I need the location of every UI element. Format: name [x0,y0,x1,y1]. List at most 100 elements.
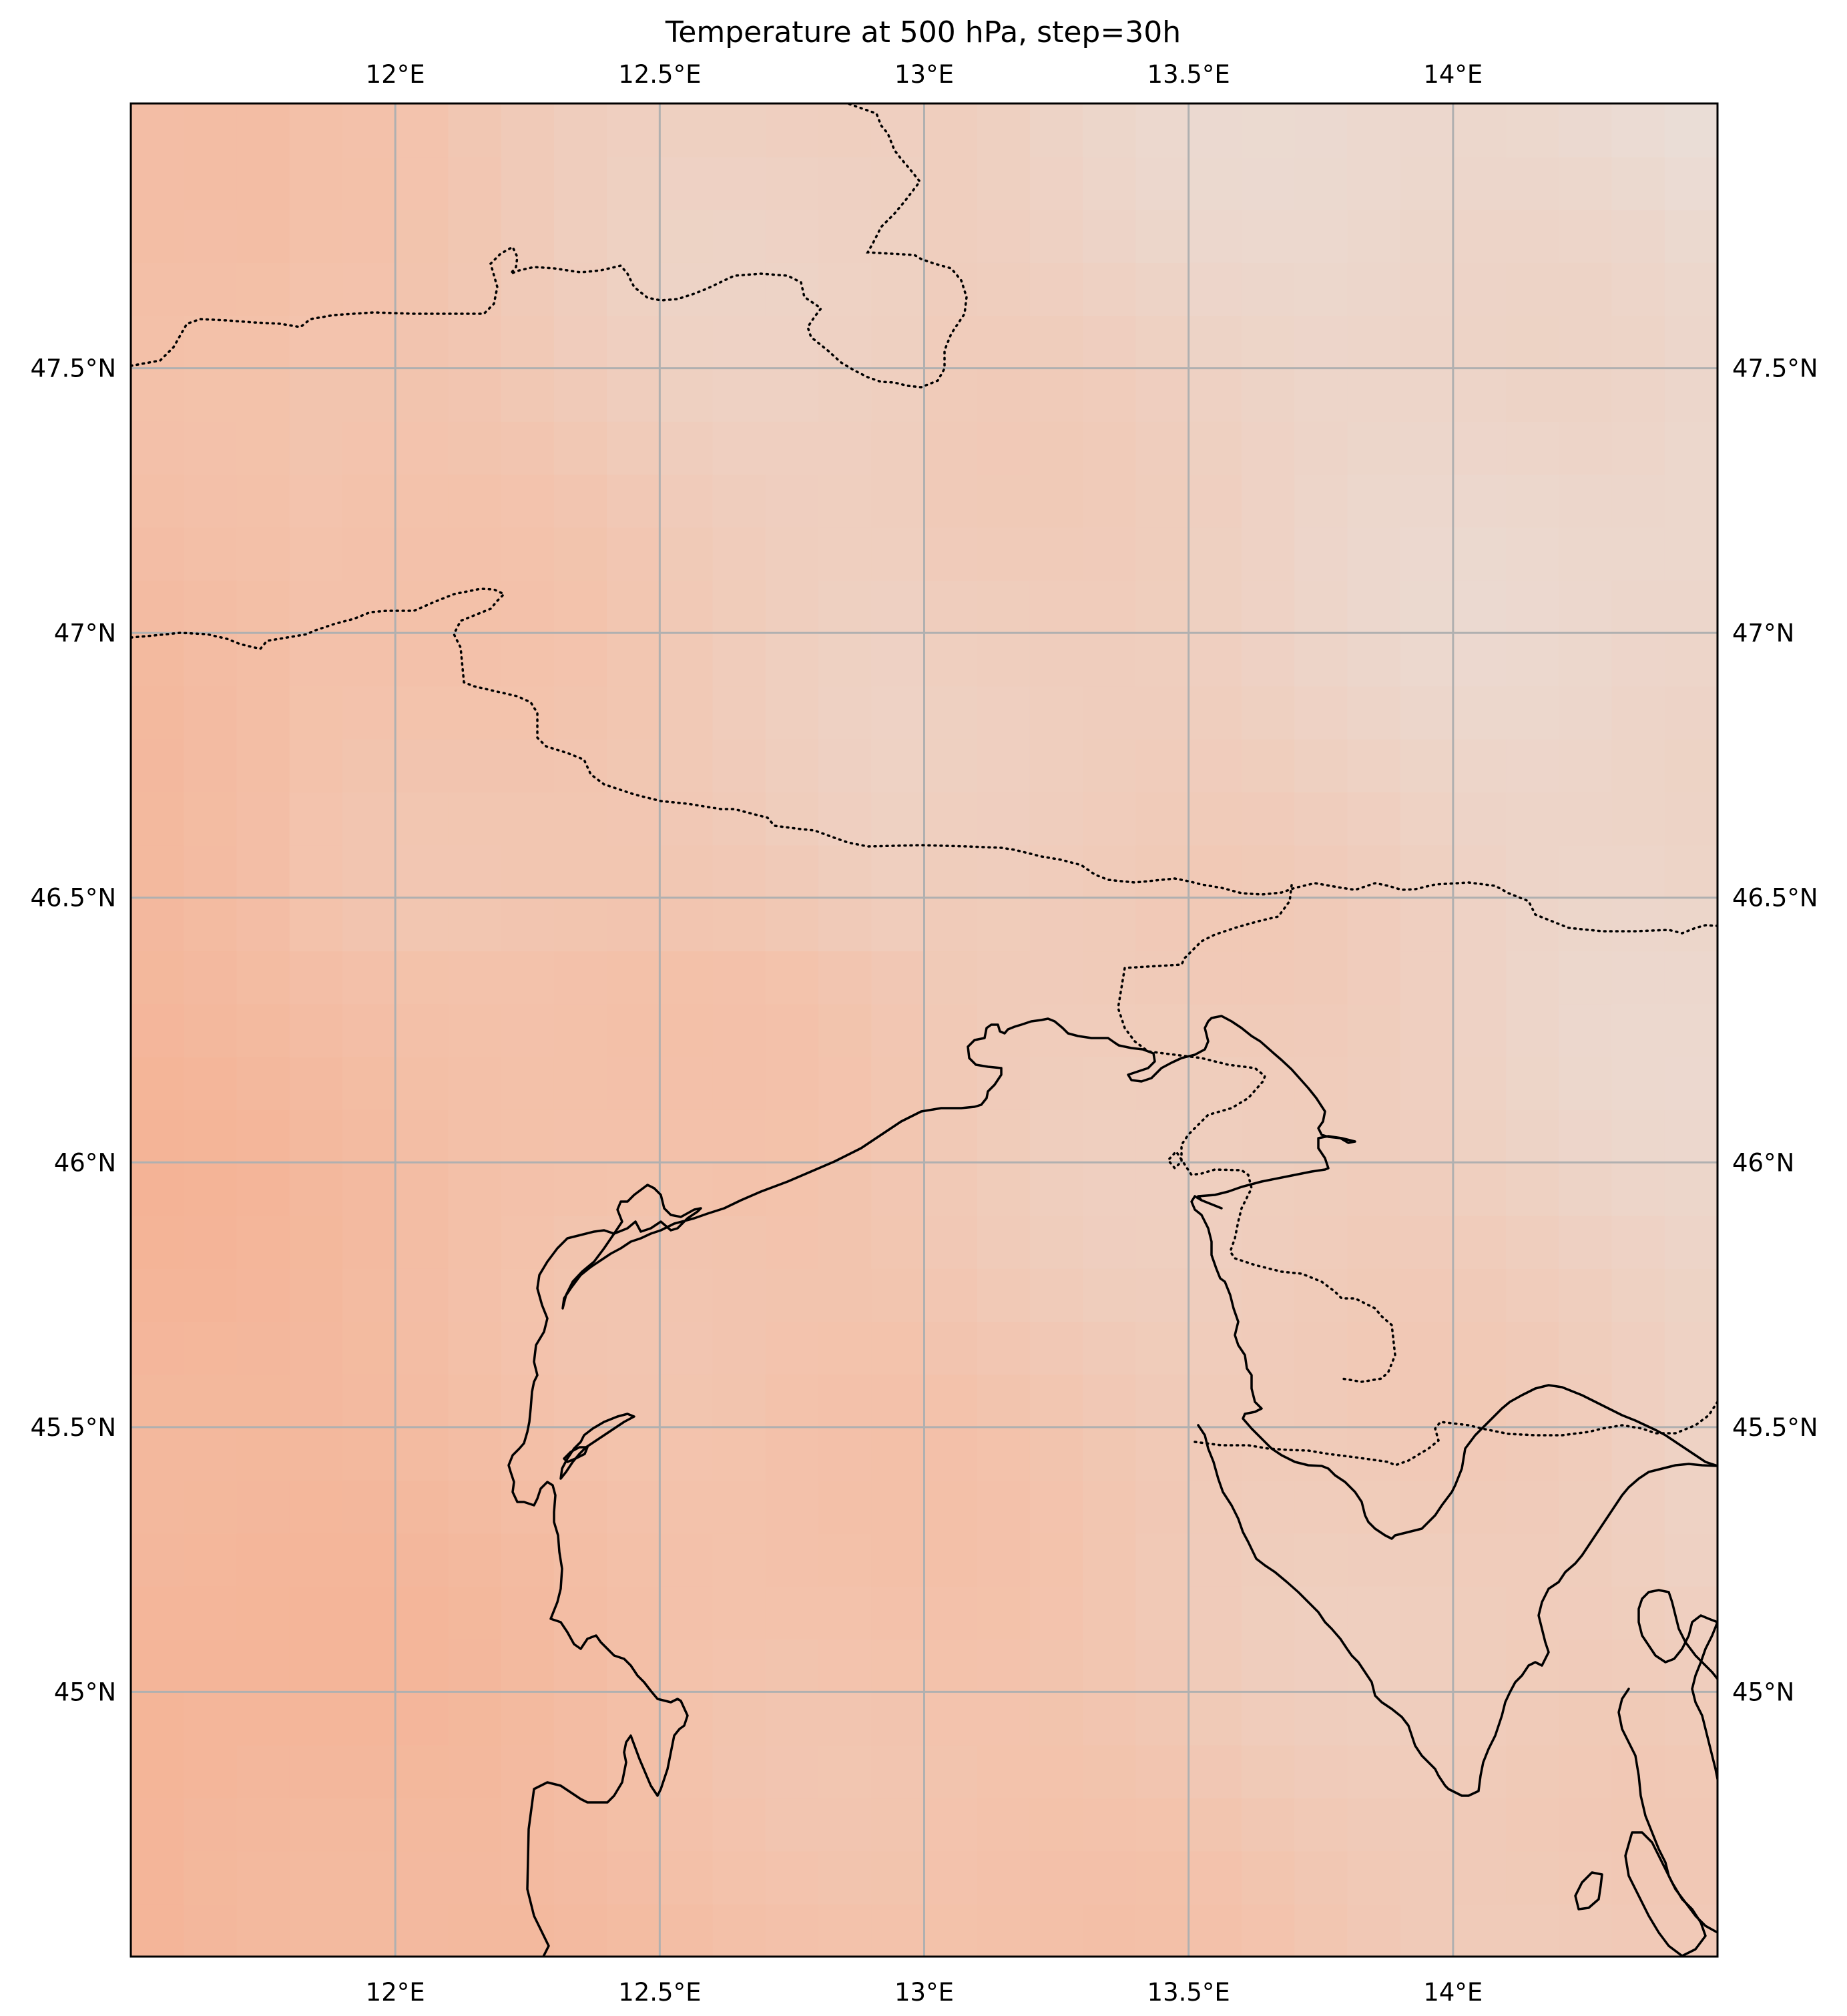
temperature-cell [1559,686,1613,740]
temperature-cell [1347,1109,1401,1164]
temperature-cell [765,1374,820,1428]
temperature-cell [924,315,978,369]
temperature-cell [1559,1215,1613,1269]
temperature-cell [1294,579,1348,634]
temperature-cell [342,262,397,316]
temperature-cell [1029,579,1084,634]
temperature-cell [1664,686,1718,740]
temperature-cell [1400,527,1454,581]
temperature-cell [1241,738,1296,793]
temperature-cell [1664,368,1718,422]
temperature-cell [1664,1056,1718,1110]
temperature-cell [395,368,449,422]
temperature-cell [448,1215,502,1269]
temperature-cell [131,1268,185,1322]
temperature-cell [1611,315,1665,369]
temperature-cell [1559,527,1613,581]
temperature-cell [1453,951,1507,1005]
temperature-cell [977,1109,1031,1164]
temperature-cell [289,315,343,369]
temperature-cell [395,527,449,581]
temperature-cell [289,209,343,263]
temperature-cell [924,1533,978,1587]
temperature-cell [289,1374,343,1428]
temperature-cell [924,1639,978,1693]
coastline-kvarner [1637,1589,1718,1680]
temperature-cell [712,1268,766,1322]
temperature-cell [1241,1480,1296,1534]
temperature-cell [765,1215,820,1269]
temperature-cell [236,474,290,528]
temperature-cell [924,1215,978,1269]
temperature-cell [765,421,820,475]
temperature-cell [1664,156,1718,210]
temperature-cell [1453,1215,1507,1269]
temperature-cell [501,103,555,158]
temperature-cell [1135,527,1190,581]
lat-tick-label-right: 46°N [1732,1148,1794,1177]
temperature-cell [1611,1533,1665,1587]
temperature-cell [1506,738,1560,793]
temperature-cell [1241,421,1296,475]
temperature-cell [236,738,290,793]
temperature-cell [924,738,978,793]
temperature-cell [1559,1321,1613,1375]
temperature-cell [236,156,290,210]
temperature-cell [1294,738,1348,793]
temperature-cell [1453,368,1507,422]
temperature-cell [1083,1427,1137,1481]
temperature-cell [342,209,397,263]
temperature-cell [1029,897,1084,952]
temperature-cell [1506,1850,1560,1905]
temperature-cell [818,1798,872,1852]
temperature-cell [395,1109,449,1164]
temperature-cell [1664,1903,1718,1957]
temperature-cell [1294,1321,1348,1375]
temperature-cell [1241,1533,1296,1587]
temperature-cell [1135,1215,1190,1269]
temperature-cell [131,1798,185,1852]
temperature-cell [1241,1427,1296,1481]
temperature-cell [1400,1639,1454,1693]
temperature-cell [184,421,238,475]
temperature-cell [818,897,872,952]
temperature-cell [1241,368,1296,422]
temperature-cell [1241,1321,1296,1375]
temperature-cell [1188,1321,1242,1375]
temperature-cell [342,1744,397,1799]
temperature-cell [871,1903,925,1957]
coastline-north-adriatic [507,1015,1718,1957]
temperature-cell [712,209,766,263]
temperature-cell [395,1003,449,1057]
temperature-cell [553,209,608,263]
temperature-cell [1294,686,1348,740]
temperature-cell [553,1374,608,1428]
temperature-cell [1135,951,1190,1005]
temperature-cell [1135,1162,1190,1216]
temperature-cell [184,1268,238,1322]
temperature-cell [1029,1903,1084,1957]
temperature-cell [553,1903,608,1957]
temperature-cell [501,579,555,634]
temperature-cell [236,209,290,263]
temperature-cell [1559,156,1613,210]
temperature-cell [501,315,555,369]
temperature-cell [924,474,978,528]
temperature-cell [712,579,766,634]
temperature-cell [712,686,766,740]
temperature-cell [1611,579,1665,634]
temperature-cell [184,527,238,581]
temperature-cell [131,844,185,899]
temperature-cell [1453,1056,1507,1110]
temperature-cell [1400,1374,1454,1428]
temperature-cell [395,686,449,740]
temperature-cell [1135,209,1190,263]
temperature-cell [659,315,714,369]
temperature-cell [1029,1798,1084,1852]
lat-tick-label-left: 45.5°N [30,1413,116,1442]
temperature-cell [818,1533,872,1587]
temperature-cell [1083,1585,1137,1640]
temperature-cell [659,897,714,952]
temperature-cell [553,103,608,158]
temperature-cell [1294,1109,1348,1164]
